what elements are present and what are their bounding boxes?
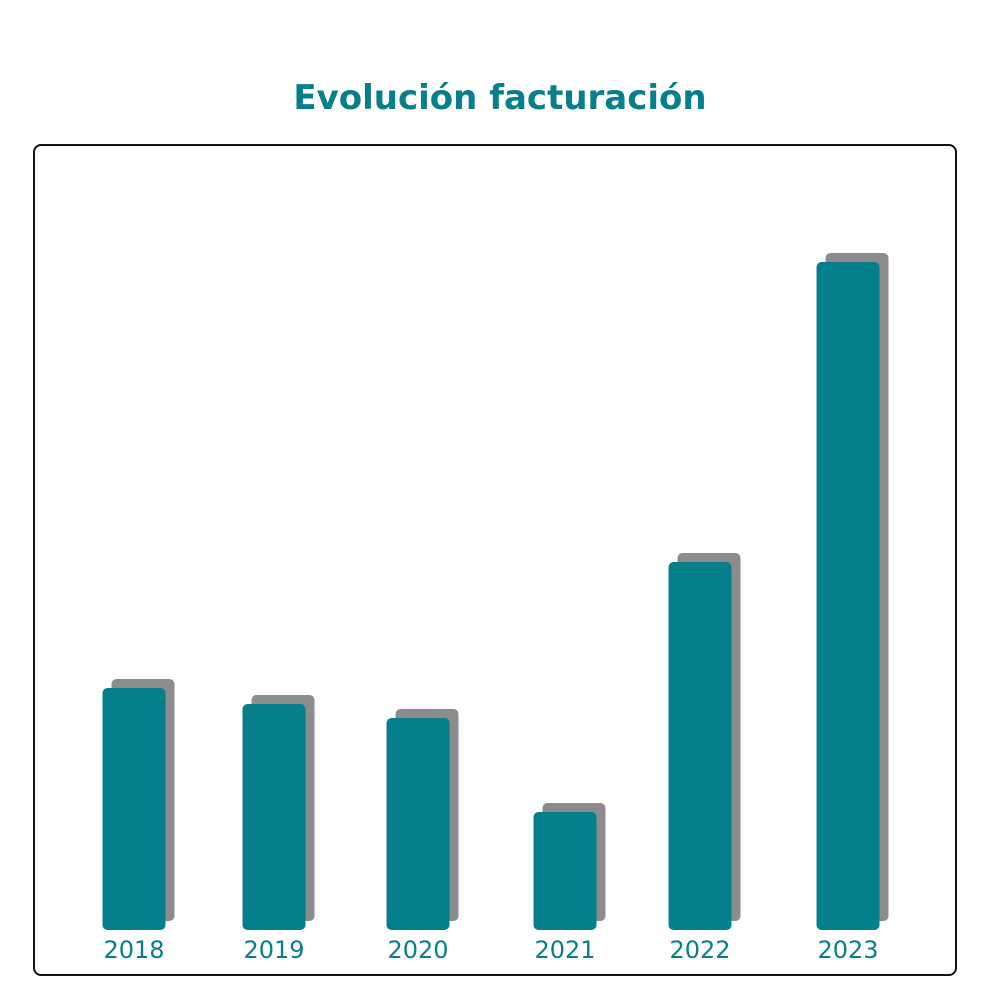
bar-2019 bbox=[242, 704, 306, 930]
tick-labels-layer: 2018 2019 2020 2021 2022 2023 bbox=[103, 936, 878, 964]
x-tick-label-2019: 2019 bbox=[243, 936, 304, 964]
bar-2022 bbox=[668, 562, 732, 930]
x-tick-label-2020: 2020 bbox=[387, 936, 448, 964]
x-tick-label-2018: 2018 bbox=[103, 936, 164, 964]
x-tick-label-2023: 2023 bbox=[817, 936, 878, 964]
bar-2020 bbox=[386, 718, 450, 930]
bar-2023 bbox=[816, 262, 880, 930]
bars-layer bbox=[102, 253, 889, 930]
chart-title: Evolución facturación bbox=[293, 78, 707, 118]
x-tick-label-2022: 2022 bbox=[669, 936, 730, 964]
bar-2021 bbox=[533, 812, 597, 930]
chart-frame bbox=[33, 144, 957, 976]
bar-2018 bbox=[102, 688, 166, 930]
x-tick-label-2021: 2021 bbox=[534, 936, 595, 964]
